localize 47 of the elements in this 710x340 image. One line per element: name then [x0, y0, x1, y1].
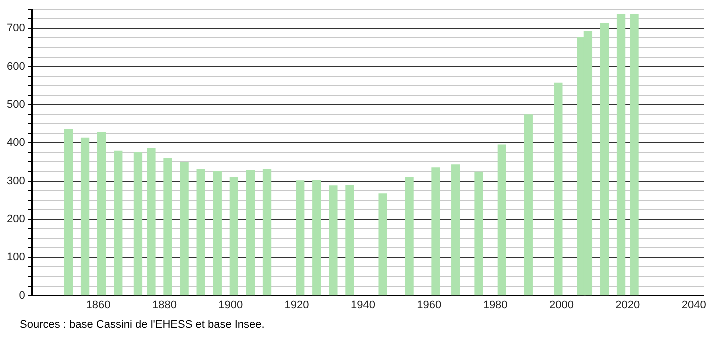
- bar: [346, 185, 354, 296]
- bar: [180, 162, 189, 296]
- y-tick-label: 700: [6, 22, 26, 35]
- x-tick-label: 2000: [549, 299, 574, 312]
- x-tick-label: 1940: [350, 299, 376, 312]
- x-tick-label: 1920: [284, 299, 310, 312]
- bar: [134, 152, 143, 296]
- bar: [600, 23, 610, 296]
- x-tick-label: 1860: [86, 299, 111, 312]
- bar: [630, 14, 639, 296]
- y-tick-label: 100: [6, 252, 26, 264]
- bar: [213, 171, 222, 296]
- bar: [378, 194, 388, 296]
- x-tick-label: 2020: [616, 299, 640, 312]
- x-tick-label: 1980: [483, 299, 508, 312]
- x-tick-label: 2040: [682, 299, 706, 312]
- x-tick-label: 1900: [218, 299, 244, 312]
- bar: [474, 172, 484, 296]
- y-tick-label: 400: [6, 137, 26, 150]
- source-note: Sources : base Cassini de l'EHESS et base Insee.: [20, 319, 265, 331]
- bar: [296, 180, 305, 296]
- bar: [114, 150, 123, 296]
- bar: [147, 148, 156, 296]
- bar: [452, 164, 460, 296]
- x-tick-label: 1960: [417, 299, 442, 312]
- bar: [230, 178, 239, 296]
- bar: [64, 129, 74, 296]
- y-tick-label: 500: [6, 99, 26, 112]
- bar: [80, 138, 90, 296]
- x-tick-label: 1880: [152, 299, 177, 312]
- bar: [405, 178, 414, 296]
- bar: [196, 170, 206, 296]
- bar: [524, 114, 533, 296]
- bar: [164, 158, 172, 296]
- bar: [616, 14, 626, 296]
- bar: [98, 132, 106, 296]
- bar: [329, 186, 338, 296]
- bar: [262, 170, 272, 296]
- y-tick-label: 300: [6, 175, 26, 188]
- bar: [432, 168, 440, 296]
- bar: [312, 180, 322, 296]
- y-tick-label: 200: [6, 214, 26, 226]
- bar: [246, 170, 256, 296]
- bar: [554, 82, 563, 296]
- bar: [498, 144, 507, 296]
- y-tick-label: 0: [19, 290, 26, 302]
- y-tick-label: 600: [6, 60, 26, 73]
